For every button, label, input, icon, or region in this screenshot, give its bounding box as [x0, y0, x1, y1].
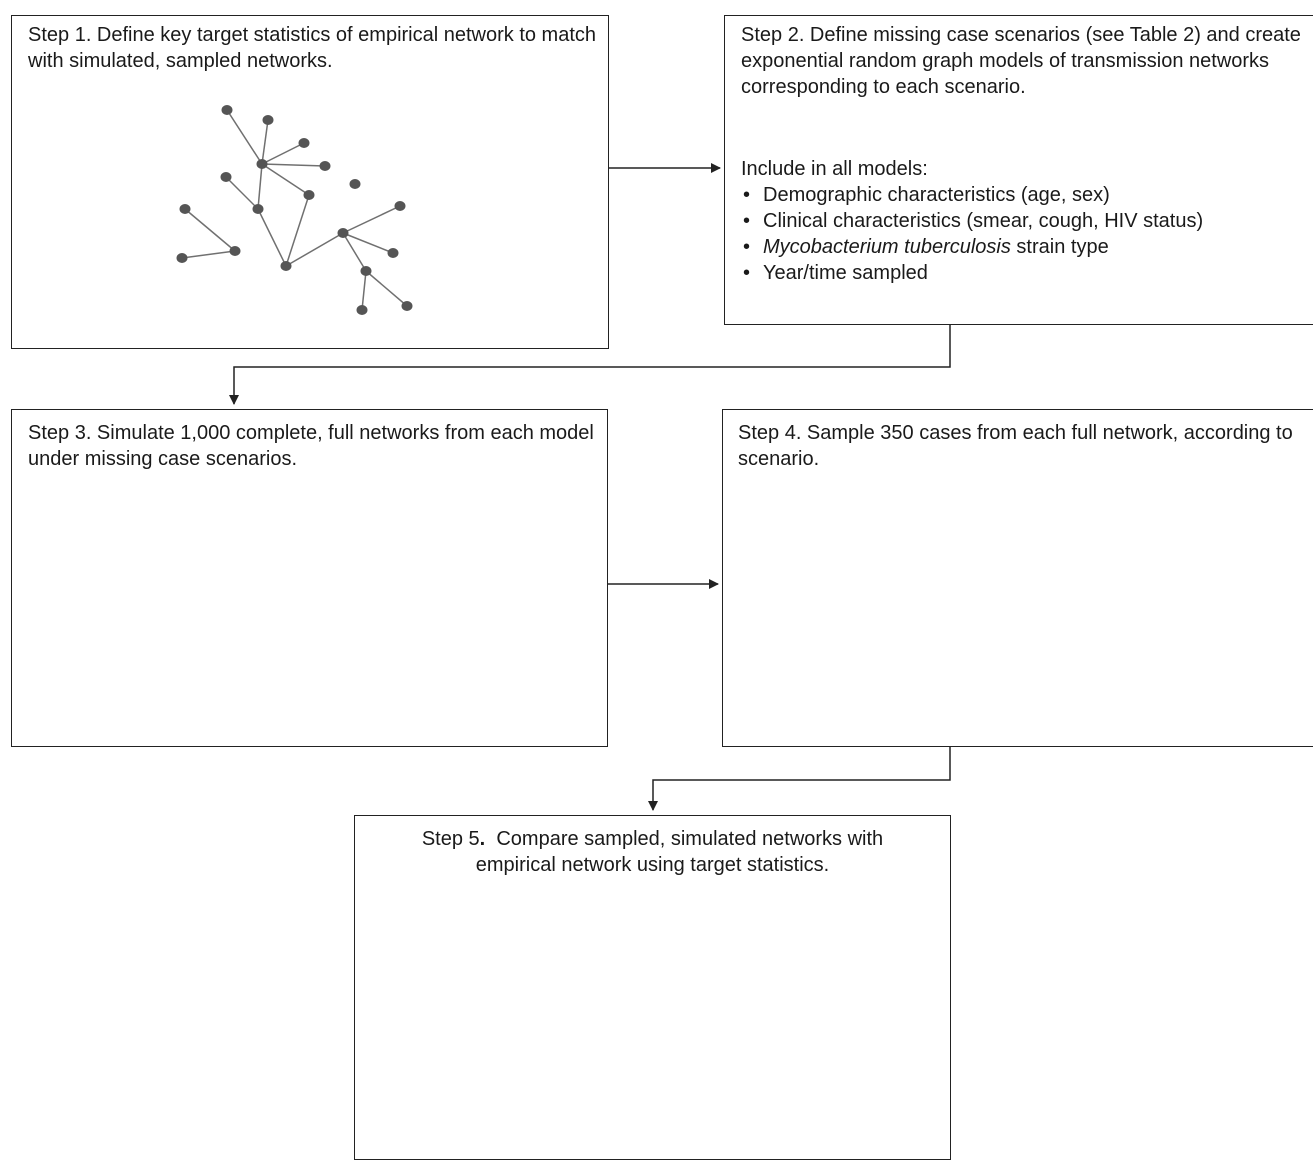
empirical-node [221, 105, 233, 115]
step2-text: Step 2. Define missing case scenarios (s… [741, 24, 1301, 98]
empirical-node [319, 161, 331, 171]
bullet-item-year: Year/time sampled [741, 260, 1306, 286]
bullet-item-strain: Mycobacterium tuberculosis strain type [741, 234, 1306, 260]
empirical-edge [342, 205, 401, 234]
empirical-edge [342, 232, 394, 254]
bullet-italic-organism: Mycobacterium tuberculosis [763, 236, 1011, 258]
empirical-node [360, 266, 372, 276]
step3-box [11, 409, 608, 747]
step2-bullet-list: Demographic characteristics (age, sex) C… [741, 182, 1306, 286]
empirical-edge [184, 208, 236, 252]
empirical-edge [261, 119, 269, 165]
empirical-node [303, 190, 315, 200]
empirical-node [280, 261, 292, 271]
empirical-node [252, 204, 264, 214]
arrow-step2-to-step3 [229, 325, 951, 405]
bullet-item-demographic: Demographic characteristics (age, sex) [741, 182, 1306, 208]
step1-text: Step 1. Define key target statistics of … [28, 24, 597, 72]
empirical-edge [261, 163, 326, 167]
empirical-node [349, 179, 361, 189]
bullet-item-clinical: Clinical characteristics (smear, cough, … [741, 208, 1306, 234]
empirical-edge [285, 194, 310, 267]
empirical-node [401, 301, 413, 311]
step3-text: Step 3. Simulate 1,000 complete, full ne… [28, 422, 594, 470]
step5-body: Compare sampled, simulated networks with… [475, 828, 884, 876]
empirical-edge [342, 232, 367, 272]
arrow-step4-to-step5 [648, 747, 951, 811]
step2-include-label: Include in all models: [741, 158, 928, 180]
empirical-edge [257, 208, 287, 267]
step5-label: Step 5 [421, 828, 480, 850]
step5-text: Step 5. Compare sampled, simulated netwo… [380, 826, 925, 878]
empirical-node [298, 138, 310, 148]
empirical-edge [257, 163, 263, 210]
step1-box [11, 15, 609, 349]
empirical-edge [261, 142, 305, 165]
empirical-edge [181, 250, 236, 259]
step5-dot: . [479, 828, 486, 850]
empirical-node [337, 228, 349, 238]
empirical-edge [261, 163, 310, 196]
empirical-edge [365, 270, 408, 307]
empirical-node [356, 305, 368, 315]
empirical-node [387, 248, 399, 258]
step5-box [354, 815, 951, 1160]
empirical-edge [361, 270, 367, 311]
empirical-node [179, 204, 191, 214]
empirical-edge [226, 109, 263, 165]
empirical-edge [285, 232, 344, 267]
empirical-edge [225, 176, 259, 210]
empirical-node [394, 201, 406, 211]
step4-box [722, 409, 1313, 747]
step4-text: Step 4. Sample 350 cases from each full … [738, 422, 1293, 470]
empirical-node [262, 115, 274, 125]
empirical-node [256, 159, 268, 169]
empirical-node [229, 246, 241, 256]
empirical-node [176, 253, 188, 263]
empirical-node [220, 172, 232, 182]
